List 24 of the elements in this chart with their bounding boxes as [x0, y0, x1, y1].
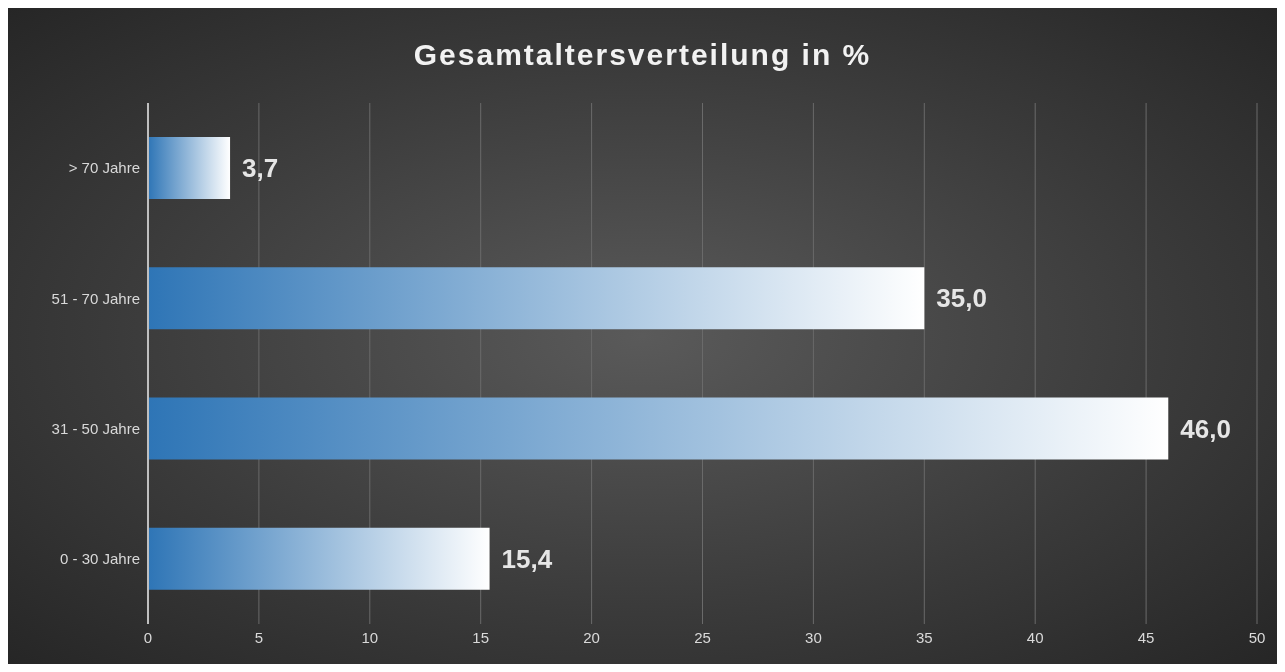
data-label: 35,0: [936, 283, 987, 314]
data-label: 46,0: [1180, 413, 1231, 444]
y-tick-label: 51 - 70 Jahre: [51, 289, 140, 307]
x-tick-label: 10: [361, 628, 379, 646]
x-tick-label: 45: [1137, 628, 1155, 646]
y-tick-label: 0 - 30 Jahre: [59, 550, 140, 568]
x-tick-label: 5: [254, 628, 264, 646]
data-label: 3,7: [242, 153, 279, 184]
x-tick-label: 30: [805, 628, 822, 646]
x-tick-label: 20: [583, 628, 600, 646]
y-tick-label: 31 - 50 Jahre: [51, 419, 140, 437]
x-tick-label: 15: [472, 628, 490, 646]
data-label: 15,4: [501, 543, 553, 574]
chart-title: Gesamtaltersverteilung in %: [412, 38, 873, 72]
x-tick-label: 35: [915, 628, 933, 646]
bar: [148, 137, 231, 199]
y-tick-label: > 70 Jahre: [68, 159, 140, 177]
bar: [148, 267, 925, 330]
bar: [148, 397, 1169, 460]
bar: [148, 527, 490, 590]
x-tick-label: 0: [143, 628, 153, 646]
x-tick-label: 40: [1026, 628, 1044, 646]
x-tick-label: 50: [1248, 628, 1266, 646]
x-tick-label: 25: [694, 628, 711, 646]
